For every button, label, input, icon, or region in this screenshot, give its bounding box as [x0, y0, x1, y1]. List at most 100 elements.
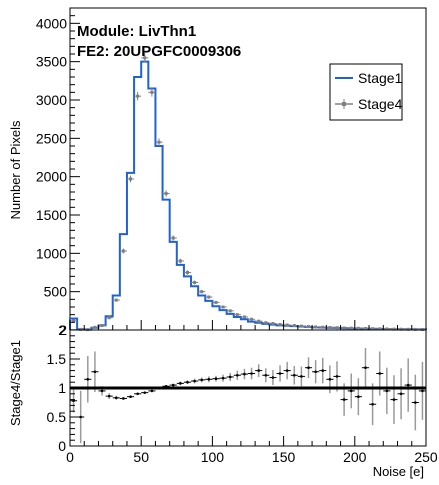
ratio-y-tick-label: 1.5 — [47, 351, 67, 367]
ratio-point — [186, 380, 189, 384]
ratio-panel: 00.511.52 0 50 100 150 200 250 Stage4/Stage1 … — [8, 322, 438, 479]
ratio-point — [285, 369, 289, 372]
stage4-point — [285, 323, 289, 327]
stage4-point — [143, 56, 147, 60]
ratio-point — [378, 372, 382, 375]
ratio-point — [392, 398, 396, 401]
stage4-point — [207, 295, 211, 299]
legend-stage4-marker — [342, 102, 346, 106]
ratio-point — [371, 402, 374, 406]
ratio-point — [421, 389, 424, 393]
stage4-point — [107, 316, 111, 320]
stage4-point — [171, 236, 175, 240]
stage4-point — [228, 309, 232, 313]
stage4-point — [307, 325, 311, 329]
ratio-point — [114, 396, 118, 400]
main-y-tick-label: 500 — [44, 284, 68, 300]
ratio-point — [79, 415, 82, 419]
ratio-point — [307, 366, 310, 370]
stage4-point — [378, 327, 382, 331]
fe-label: FE2: 20UPGFC0009306 — [77, 43, 241, 60]
ratio-point — [399, 392, 403, 396]
ratio-point — [364, 366, 367, 370]
x-axis-title: Noise [e] — [373, 464, 424, 479]
ratio-point — [278, 372, 282, 375]
stage4-point — [129, 177, 133, 181]
stage4-point — [121, 249, 125, 253]
stage4-point — [413, 327, 417, 331]
ratio-point — [414, 401, 417, 404]
y-axis-title-main: Number of Pixels — [8, 120, 23, 219]
main-y-tick-label: 1500 — [36, 207, 67, 223]
stage4-point — [257, 319, 261, 323]
stage4-points-group — [70, 53, 426, 332]
stage4-point — [392, 327, 396, 331]
ratio-point — [264, 373, 268, 377]
stage4-point — [399, 327, 403, 331]
legend-stage4-label: Stage4 — [358, 96, 403, 112]
stage4-point — [314, 325, 318, 329]
ratio-y-ticks-group: 0 0.5 1 1.5 2 — [47, 322, 80, 454]
ratio-x-ticks-group: 0 50 100 150 200 250 — [66, 436, 438, 465]
main-y-tick-label: 2 — [59, 322, 67, 338]
ratio-point — [314, 370, 317, 374]
main-y-tick-label: 3500 — [36, 54, 67, 70]
module-label: Module: LivThn1 — [77, 23, 196, 40]
ratio-point — [143, 391, 147, 394]
ratio-point — [250, 372, 253, 375]
stage4-point — [93, 325, 97, 329]
ratio-point — [207, 378, 211, 381]
stage4-point — [100, 324, 104, 328]
stage4-point — [235, 313, 239, 317]
ratio-point — [93, 370, 97, 374]
ratio-point — [271, 376, 275, 379]
stage4-point — [214, 300, 218, 304]
ratio-point — [321, 369, 325, 372]
ratio-y-tick-label: 0 — [58, 438, 66, 454]
stage4-point — [200, 290, 204, 294]
main-y-tick-label: 1000 — [36, 245, 67, 261]
stage4-point — [299, 324, 303, 328]
main-y-tick-label: 2500 — [36, 130, 67, 146]
stage4-point — [72, 319, 76, 323]
stage4-point — [278, 322, 282, 326]
ratio-point — [107, 394, 111, 398]
ratio-point — [342, 398, 346, 401]
stage4-point — [79, 327, 83, 331]
stage4-point — [292, 324, 296, 328]
ratio-point — [122, 397, 125, 400]
ratio-point — [221, 376, 225, 380]
stage4-point — [150, 90, 154, 94]
legend-box — [329, 63, 403, 121]
x-tick-label: 50 — [133, 449, 149, 465]
stage4-point — [271, 321, 275, 325]
y-axis-title-ratio: Stage4/Stage1 — [8, 340, 23, 426]
main-y-tick-label: 3000 — [36, 92, 67, 108]
stage4-point — [371, 327, 375, 331]
ratio-point — [200, 378, 204, 382]
stage4-point — [342, 326, 346, 330]
ratio-point — [349, 389, 353, 393]
ratio-point — [179, 382, 182, 385]
stage4-point — [420, 327, 424, 331]
stage4-point — [136, 94, 140, 98]
stage4-point — [185, 271, 189, 274]
main-x-ticks-group — [69, 320, 427, 330]
ratio-point — [72, 399, 75, 403]
stage4-point — [178, 259, 182, 263]
ratio-point — [292, 373, 296, 377]
x-tick-label: 250 — [414, 449, 438, 465]
stage4-point — [250, 317, 254, 321]
legend-stage1-label: Stage1 — [358, 70, 403, 86]
ratio-point — [406, 383, 410, 387]
ratio-point — [171, 383, 175, 387]
ratio-point — [136, 392, 139, 396]
stage4-point — [363, 327, 367, 331]
stage4-point — [242, 315, 246, 319]
ratio-point — [385, 389, 389, 393]
x-tick-label: 0 — [66, 449, 74, 465]
ratio-point — [335, 375, 339, 378]
ratio-point — [150, 389, 154, 393]
